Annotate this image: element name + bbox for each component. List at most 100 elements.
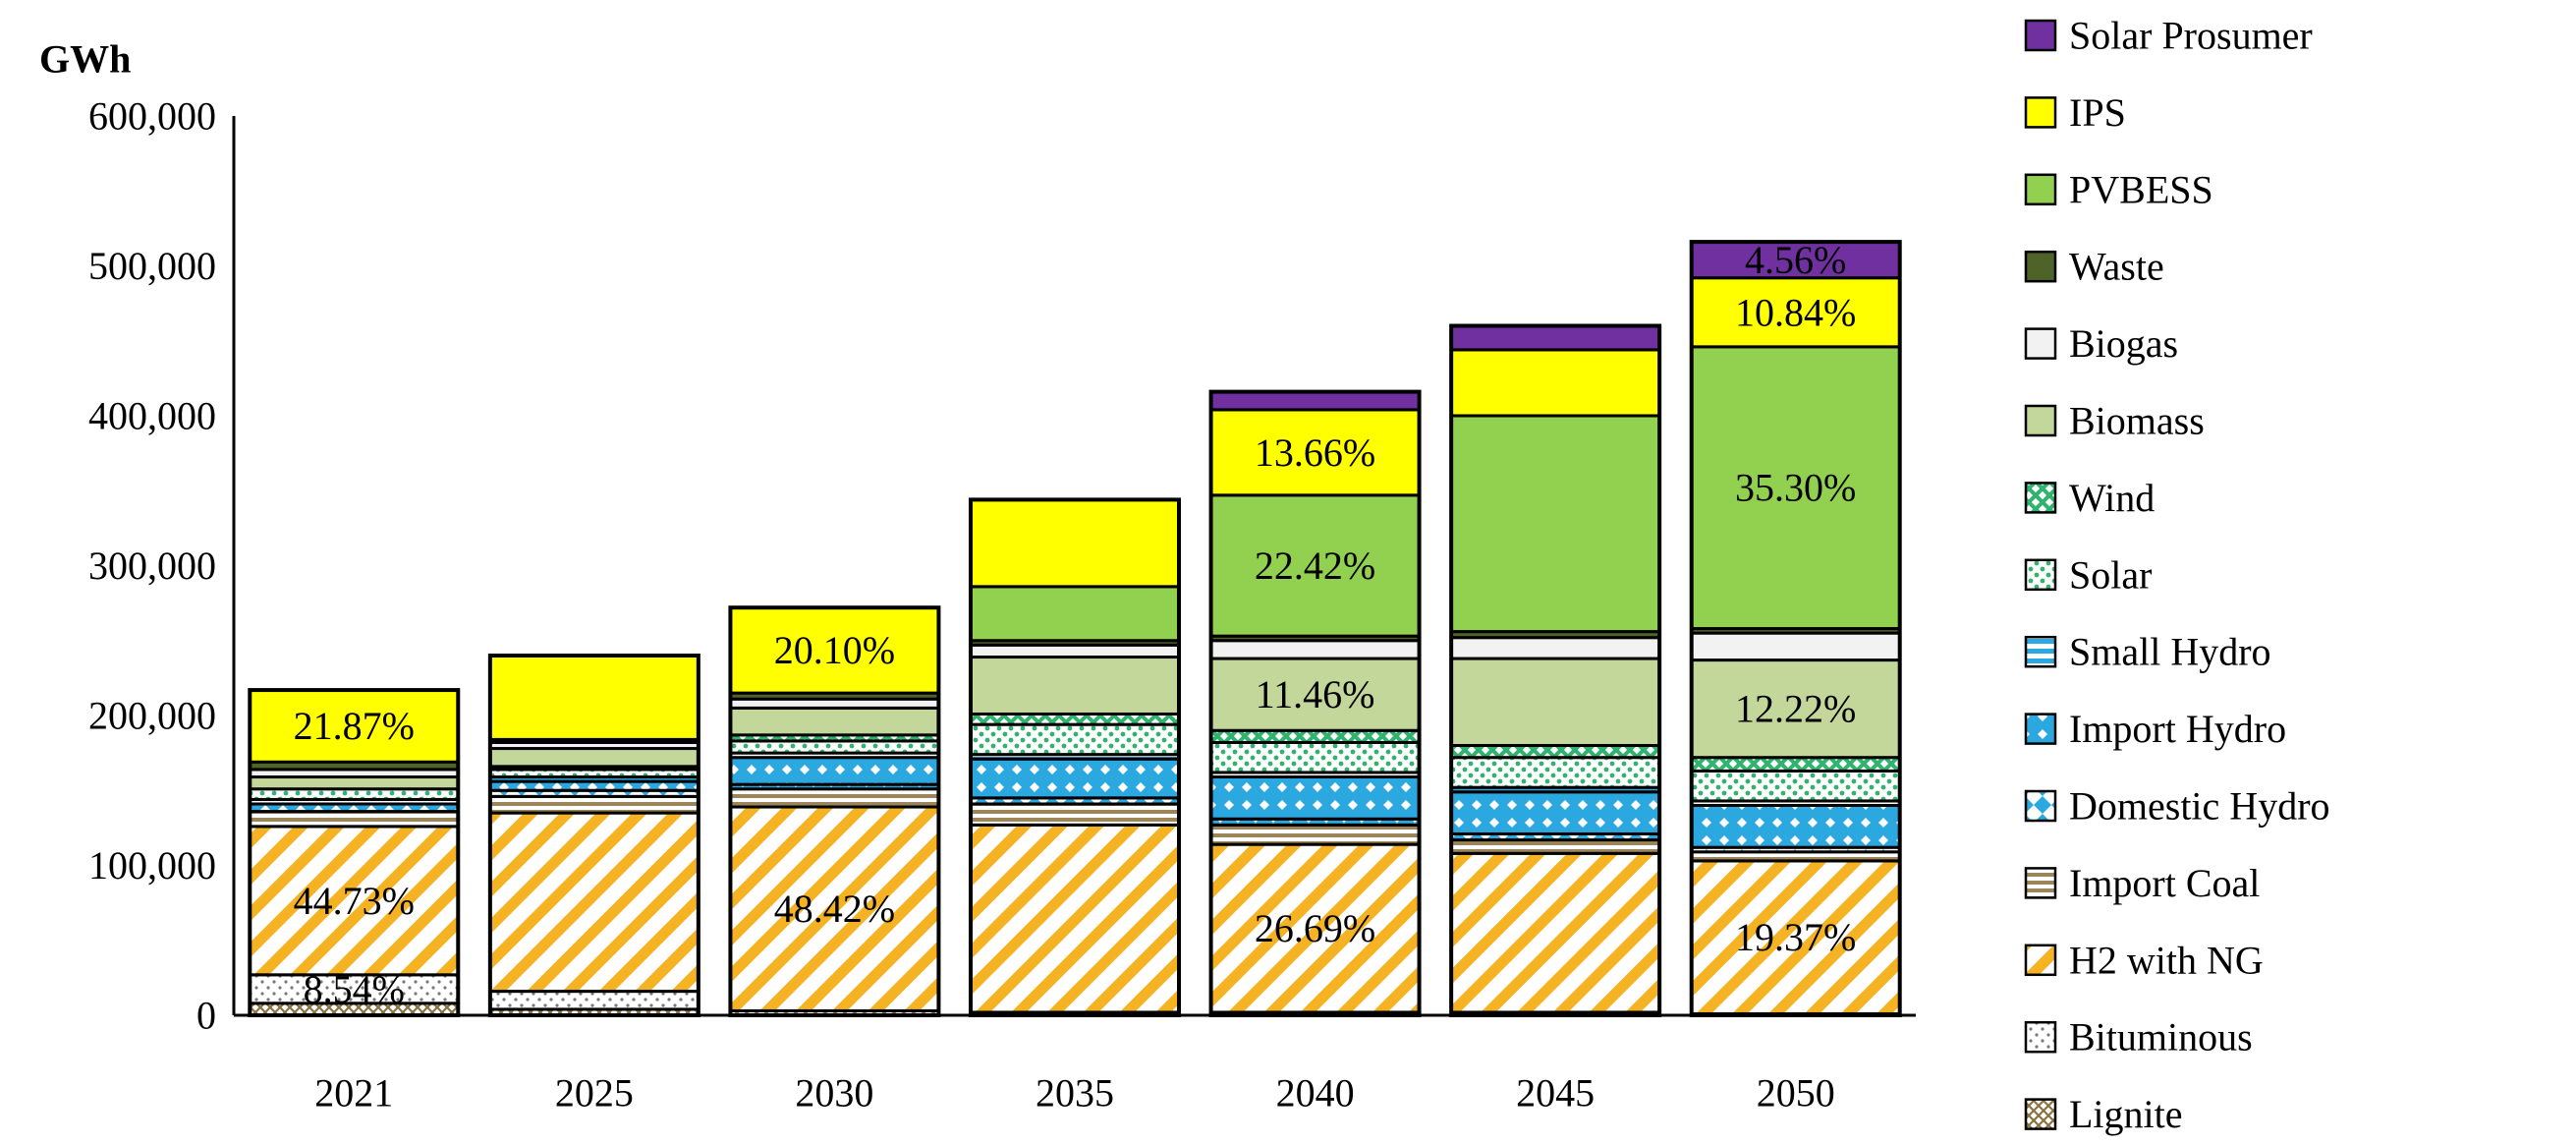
legend-swatch-pvbess: [2024, 173, 2057, 206]
bar-2040-wind: [1209, 728, 1422, 744]
bar-2045-import-hydro: [1449, 790, 1661, 835]
bar-2040-solar-prosumer: [1209, 390, 1422, 412]
data-label-2040-pvbess: 22.42%: [1255, 544, 1375, 588]
bar-stack-2035: [969, 497, 1181, 1017]
bar-2045-wind: [1449, 744, 1661, 760]
bar-2045-import-coal: [1449, 838, 1661, 855]
bar-2025-bituminous: [488, 990, 700, 1011]
legend-item-pvbess: PVBESS: [2024, 167, 2213, 211]
legend-item-biogas: Biogas: [2024, 321, 2178, 366]
bar-2050-wind: [1690, 756, 1902, 773]
bar-2040-solar: [1209, 740, 1422, 774]
legend-swatch-import-hydro: [2024, 713, 2057, 745]
bar-2045-h2-with-ng: [1449, 851, 1661, 1014]
y-tick-label-1: 100,000: [88, 843, 216, 887]
bar-2035-import-hydro: [969, 757, 1181, 800]
bar-2040-biogas: [1209, 639, 1422, 660]
legend-swatch-biomass: [2024, 404, 2057, 437]
legend-swatch-solar-prosumer: [2024, 19, 2057, 52]
bar-2021-import-coal: [248, 810, 460, 829]
bar-2050-biogas: [1690, 631, 1902, 662]
legend-item-solar: Solar: [2024, 552, 2152, 597]
bar-2035-biogas: [969, 643, 1181, 659]
bar-2045-pvbess: [1449, 414, 1661, 634]
legend-item-solar-prosumer: Solar Prosumer: [2024, 14, 2313, 58]
y-tick-label-0: 0: [196, 994, 216, 1038]
bar-stack-2021: [248, 688, 461, 1017]
data-label-2050-solar-prosumer: 4.56%: [1745, 238, 1846, 282]
legend-swatch-h2-with-ng: [2024, 944, 2057, 977]
bar-2025-h2-with-ng: [488, 811, 700, 994]
bar-2040-pvbess: [1209, 493, 1422, 638]
legend-label-import-coal: Import Coal: [2069, 861, 2260, 905]
y-axis-title: GWh: [39, 37, 131, 82]
legend-label-pvbess: PVBESS: [2069, 167, 2213, 211]
legend-swatch-wind: [2024, 482, 2057, 514]
bar-2045-biomass: [1449, 657, 1661, 747]
legend-item-small-hydro: Small Hydro: [2024, 630, 2271, 674]
legend-label-solar-prosumer: Solar Prosumer: [2069, 14, 2313, 58]
bar-2025-biomass: [488, 747, 700, 769]
x-tick-label-2021: 2021: [314, 1071, 393, 1116]
bar-2040-import-coal: [1209, 823, 1422, 846]
data-label-2021-ips: 21.87%: [294, 704, 415, 748]
bars-layer: [248, 240, 1902, 1018]
bar-stack-2025: [487, 654, 700, 1017]
legend-label-biogas: Biogas: [2069, 321, 2178, 366]
legend-label-small-hydro: Small Hydro: [2069, 630, 2271, 674]
x-tick-label-2030: 2030: [795, 1071, 873, 1116]
bar-2045-solar-prosumer: [1449, 324, 1661, 352]
data-label-2050-biomass: 12.22%: [1735, 687, 1856, 731]
data-label-2050-pvbess: 35.30%: [1735, 466, 1856, 510]
legend-item-biomass: Biomass: [2024, 399, 2205, 443]
bar-2030-import-coal: [728, 787, 940, 809]
bar-2045-biogas: [1449, 636, 1661, 660]
bar-2025-import-coal: [488, 794, 700, 815]
data-label-2030-ips: 20.10%: [774, 628, 895, 672]
bar-2035-import-coal: [969, 802, 1181, 827]
legend-swatch-lignite: [2024, 1098, 2057, 1130]
legend-swatch-small-hydro: [2024, 635, 2057, 668]
legend-label-h2-with-ng: H2 with NG: [2069, 938, 2264, 982]
legend: Solar Prosumer IPS PVBESS Waste Biogas Biomas…: [2024, 14, 2330, 1136]
bar-2050-biomass: [1690, 658, 1902, 760]
x-tick-label-2050: 2050: [1757, 1071, 1835, 1116]
legend-item-bituminous: Bituminous: [2024, 1015, 2253, 1059]
bar-2040-ips: [1209, 408, 1422, 497]
bar-2035-wind: [969, 712, 1181, 726]
legend-swatch-biogas: [2024, 327, 2057, 360]
bar-2030-h2-with-ng: [728, 805, 940, 1012]
bar-2035-solar: [969, 722, 1181, 757]
bar-2030-import-hydro: [728, 756, 940, 786]
bar-2035-h2-with-ng: [969, 823, 1181, 1014]
data-label-2050-ips: 10.84%: [1735, 290, 1856, 334]
bar-2050-solar-prosumer: [1690, 240, 1902, 280]
legend-swatch-import-coal: [2024, 867, 2057, 899]
legend-label-import-hydro: Import Hydro: [2069, 707, 2286, 751]
legend-item-wind: Wind: [2024, 476, 2155, 520]
x-tick-label-2040: 2040: [1276, 1071, 1355, 1116]
legend-item-import-coal: Import Coal: [2024, 861, 2260, 905]
data-label-2040-h2-with-ng: 26.69%: [1255, 906, 1375, 950]
legend-label-lignite: Lignite: [2069, 1092, 2183, 1136]
legend-label-biomass: Biomass: [2069, 399, 2205, 443]
bar-2050-solar: [1690, 769, 1902, 803]
y-tick-label-5: 500,000: [88, 244, 216, 288]
x-tick-label-2045: 2045: [1516, 1071, 1595, 1116]
legend-item-domestic-hydro: Domestic Hydro: [2024, 784, 2330, 829]
data-label-2021-h2-with-ng: 44.73%: [294, 879, 415, 923]
bar-stack-2040: [1208, 389, 1422, 1018]
legend-item-waste: Waste: [2024, 245, 2164, 289]
x-tick-label-2035: 2035: [1036, 1071, 1114, 1116]
legend-swatch-waste: [2024, 250, 2057, 283]
data-label-2040-ips: 13.66%: [1255, 430, 1375, 475]
data-label-2040-biomass: 11.46%: [1256, 672, 1375, 716]
legend-label-wind: Wind: [2069, 476, 2155, 520]
legend-item-lignite: Lignite: [2024, 1092, 2183, 1136]
data-label-2021-bituminous: 8.54%: [304, 967, 405, 1011]
legend-label-solar: Solar: [2069, 552, 2152, 597]
bar-stack-2045: [1449, 323, 1662, 1017]
data-label-2050-h2-with-ng: 19.37%: [1735, 915, 1856, 959]
